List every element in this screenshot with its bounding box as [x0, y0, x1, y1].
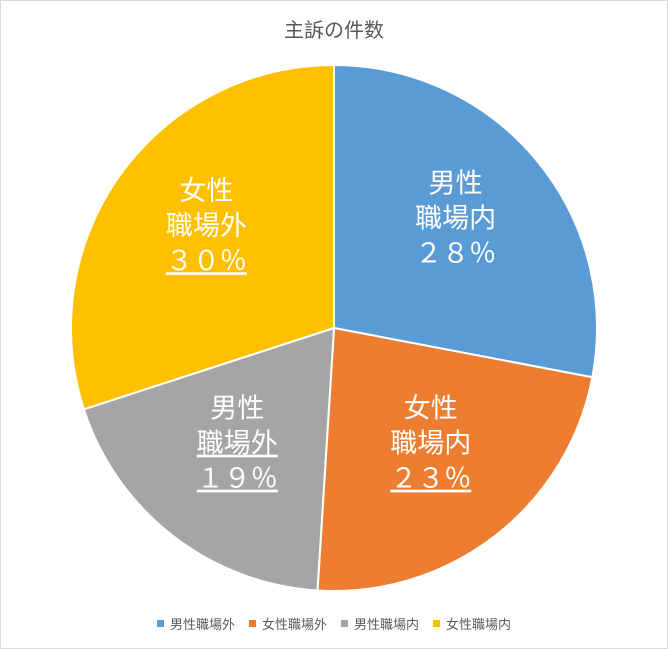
slice-label-line: 女性 — [179, 176, 233, 207]
pie-slice-1 — [316, 326, 594, 592]
legend-item: 男性職場外 — [156, 614, 235, 633]
legend-label: 男性職場外 — [169, 617, 235, 633]
slice-label-line: 男性 — [429, 168, 483, 199]
pie-slice-2 — [82, 326, 336, 592]
legend-item: 男性職場内 — [341, 614, 419, 633]
slice-label-line: ２８％ — [415, 238, 496, 269]
slice-label-2: 男性職場外 １９％ — [197, 394, 278, 495]
legend-label: 男性職場内 — [354, 617, 420, 633]
slice-label-line: 職場外 — [197, 429, 278, 460]
slice-label-line: ３０％ — [166, 246, 247, 277]
slice-label-3: 女性職場外 ３０％ — [166, 176, 247, 277]
slice-label-line: ２３％ — [390, 464, 471, 495]
pie-slices — [70, 63, 598, 592]
pie-slice-0 — [333, 63, 598, 379]
legend-swatch — [248, 619, 256, 627]
legend: 男性職場外 女性職場外 男性職場内 女性職場内 — [0, 612, 668, 634]
legend-label: 女性職場内 — [446, 617, 512, 633]
slice-label-line: 職場外 — [166, 211, 247, 242]
slice-label-line: 男性 — [210, 394, 264, 425]
pie-labels: 男性職場内２８％女性職場内２３％男性職場外１９％女性職場外３０％ — [166, 168, 496, 494]
legend-item: 女性職場外 — [248, 614, 327, 633]
legend-label: 女性職場外 — [261, 617, 327, 633]
slice-label-1: 女性職場内 ２３％ — [390, 394, 471, 495]
pie-slice-3 — [70, 63, 335, 411]
slice-label-line: 職場内 — [390, 429, 471, 460]
legend-swatch — [433, 619, 441, 627]
slice-label-line: 女性 — [404, 394, 458, 425]
chart-title: 主訴の件数 — [284, 18, 384, 42]
slice-label-line: １９％ — [197, 464, 278, 495]
legend-item: 女性職場内 — [433, 614, 511, 633]
slice-label-0: 男性職場内 ２８％ — [415, 168, 496, 269]
slice-label-line: 職場内 — [415, 203, 496, 234]
legend-swatch — [156, 619, 164, 627]
legend-swatch — [341, 619, 348, 627]
